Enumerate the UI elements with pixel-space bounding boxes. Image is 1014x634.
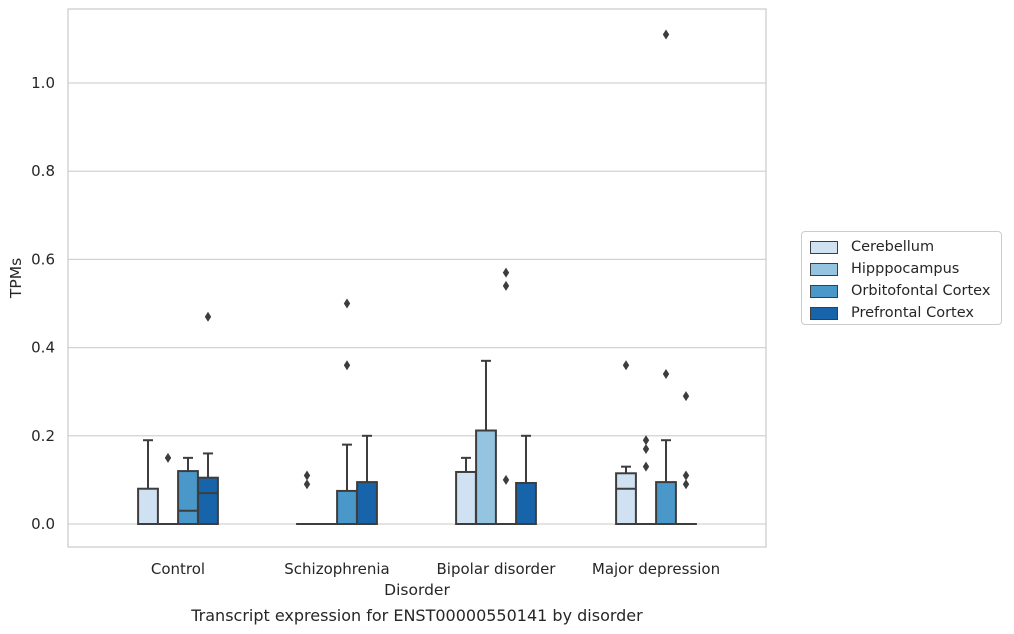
box <box>137 487 159 525</box>
outlier-point <box>303 479 311 490</box>
box-series <box>137 29 697 526</box>
y-axis-label: TPMs <box>7 258 25 299</box>
outlier-point <box>622 360 630 371</box>
outlier-point <box>662 29 670 40</box>
legend-swatch <box>810 262 838 276</box>
outlier-point <box>642 435 650 446</box>
series-cerebellum <box>137 360 637 526</box>
box <box>177 470 199 525</box>
x-tick-label: Major depression <box>592 560 720 578</box>
x-tick-label: Schizophrenia <box>284 560 389 578</box>
box <box>655 481 677 526</box>
box <box>455 470 477 526</box>
y-tick-label: 0.4 <box>31 339 55 357</box>
outlier-point <box>642 444 650 455</box>
outlier-point <box>164 452 172 463</box>
outlier-point <box>204 311 212 322</box>
legend-swatch <box>810 240 838 254</box>
outlier-point <box>502 267 510 278</box>
outlier-point <box>502 280 510 291</box>
y-tick-label: 0.8 <box>31 162 55 180</box>
legend-swatch <box>810 284 838 298</box>
y-tick-label: 0.2 <box>31 427 55 445</box>
outlier-point <box>642 461 650 472</box>
box <box>197 476 219 526</box>
legend-swatch <box>810 306 838 320</box>
legend-item-hippocampus: Hipppocampus <box>810 258 993 280</box>
outlier-point <box>343 360 351 371</box>
box <box>515 481 537 525</box>
box <box>356 481 378 526</box>
legend-item-prefrontal-cortex: Prefrontal Cortex <box>810 302 993 324</box>
plot-frame <box>67 8 767 548</box>
box <box>336 489 358 525</box>
y-tick-label: 0.0 <box>31 515 55 533</box>
legend-label: Hipppocampus <box>851 261 960 277</box>
y-axis-ticks: 0.0 0.2 0.4 0.6 0.8 1.0 <box>31 74 55 533</box>
legend-item-orbitofrontal-cortex: Orbitofontal Cortex <box>810 280 993 302</box>
outlier-point <box>662 369 670 380</box>
outlier-point <box>303 470 311 481</box>
legend-item-cerebellum: Cerebellum <box>810 236 993 258</box>
box <box>615 472 637 526</box>
legend: Cerebellum Hipppocampus Orbitofontal Cor… <box>801 231 1002 325</box>
outlier-point <box>682 470 690 481</box>
legend-label: Cerebellum <box>851 239 935 255</box>
x-axis-ticks: Control Schizophrenia Bipolar disorder Majo… <box>151 560 720 578</box>
figure-caption: Transcript expression for ENST0000055014… <box>191 606 643 625</box>
y-tick-label: 1.0 <box>31 74 55 92</box>
x-tick-label: Control <box>151 560 205 578</box>
series-hipppocampus <box>157 359 657 526</box>
y-tick-label: 0.6 <box>31 250 55 268</box>
box <box>475 429 497 525</box>
outlier-point <box>502 474 510 485</box>
series-prefrontal-cortex <box>197 311 697 526</box>
legend-label: Orbitofontal Cortex <box>851 283 991 299</box>
x-tick-label: Bipolar disorder <box>437 560 557 578</box>
gridlines <box>68 82 766 525</box>
outlier-point <box>682 391 690 402</box>
series-orbitofontal-cortex <box>177 29 677 526</box>
outlier-point <box>343 298 351 309</box>
x-axis-label: Disorder <box>384 581 450 599</box>
legend-label: Prefrontal Cortex <box>851 305 974 321</box>
outlier-point <box>682 479 690 490</box>
